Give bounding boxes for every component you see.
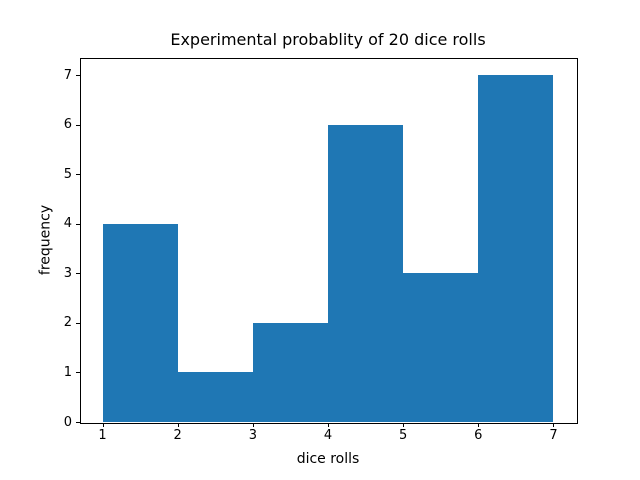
x-tick-label: 7 xyxy=(549,428,558,443)
y-tick-label: 5 xyxy=(63,166,72,182)
y-axis-label: frequency xyxy=(37,204,54,276)
y-tick-label: 3 xyxy=(63,265,72,281)
x-tick-mark xyxy=(553,423,555,427)
y-tick-label: 7 xyxy=(63,67,72,83)
x-tick-mark xyxy=(102,423,104,427)
y-tick-label: 2 xyxy=(63,315,72,331)
y-tick-label: 6 xyxy=(63,117,72,133)
histogram-bar xyxy=(102,223,178,422)
x-axis-label: dice rolls xyxy=(296,451,360,467)
y-tick-mark xyxy=(76,422,80,423)
y-tick-label: 4 xyxy=(63,216,72,232)
histogram-bar xyxy=(328,124,404,422)
y-tick-label: 0 xyxy=(63,414,72,430)
x-tick-label: 4 xyxy=(323,428,333,443)
histogram-bar xyxy=(252,322,328,422)
x-tick-mark xyxy=(177,423,179,427)
x-tick-mark xyxy=(252,423,254,427)
x-tick-label: 1 xyxy=(98,428,107,443)
bars-layer xyxy=(80,58,576,422)
x-tick-mark xyxy=(478,423,480,427)
chart-title: Experimental probablity of 20 dice rolls xyxy=(170,30,486,49)
x-tick-label: 2 xyxy=(173,428,182,443)
x-tick-label: 5 xyxy=(399,428,408,443)
x-tick-mark xyxy=(403,423,405,427)
histogram-bar xyxy=(177,372,253,422)
histogram-bar xyxy=(478,75,554,422)
histogram-bar xyxy=(403,273,479,422)
x-tick-label: 3 xyxy=(248,428,257,443)
x-tick-mark xyxy=(328,423,329,427)
y-tick-label: 1 xyxy=(63,364,72,380)
x-tick-label: 6 xyxy=(474,428,483,443)
